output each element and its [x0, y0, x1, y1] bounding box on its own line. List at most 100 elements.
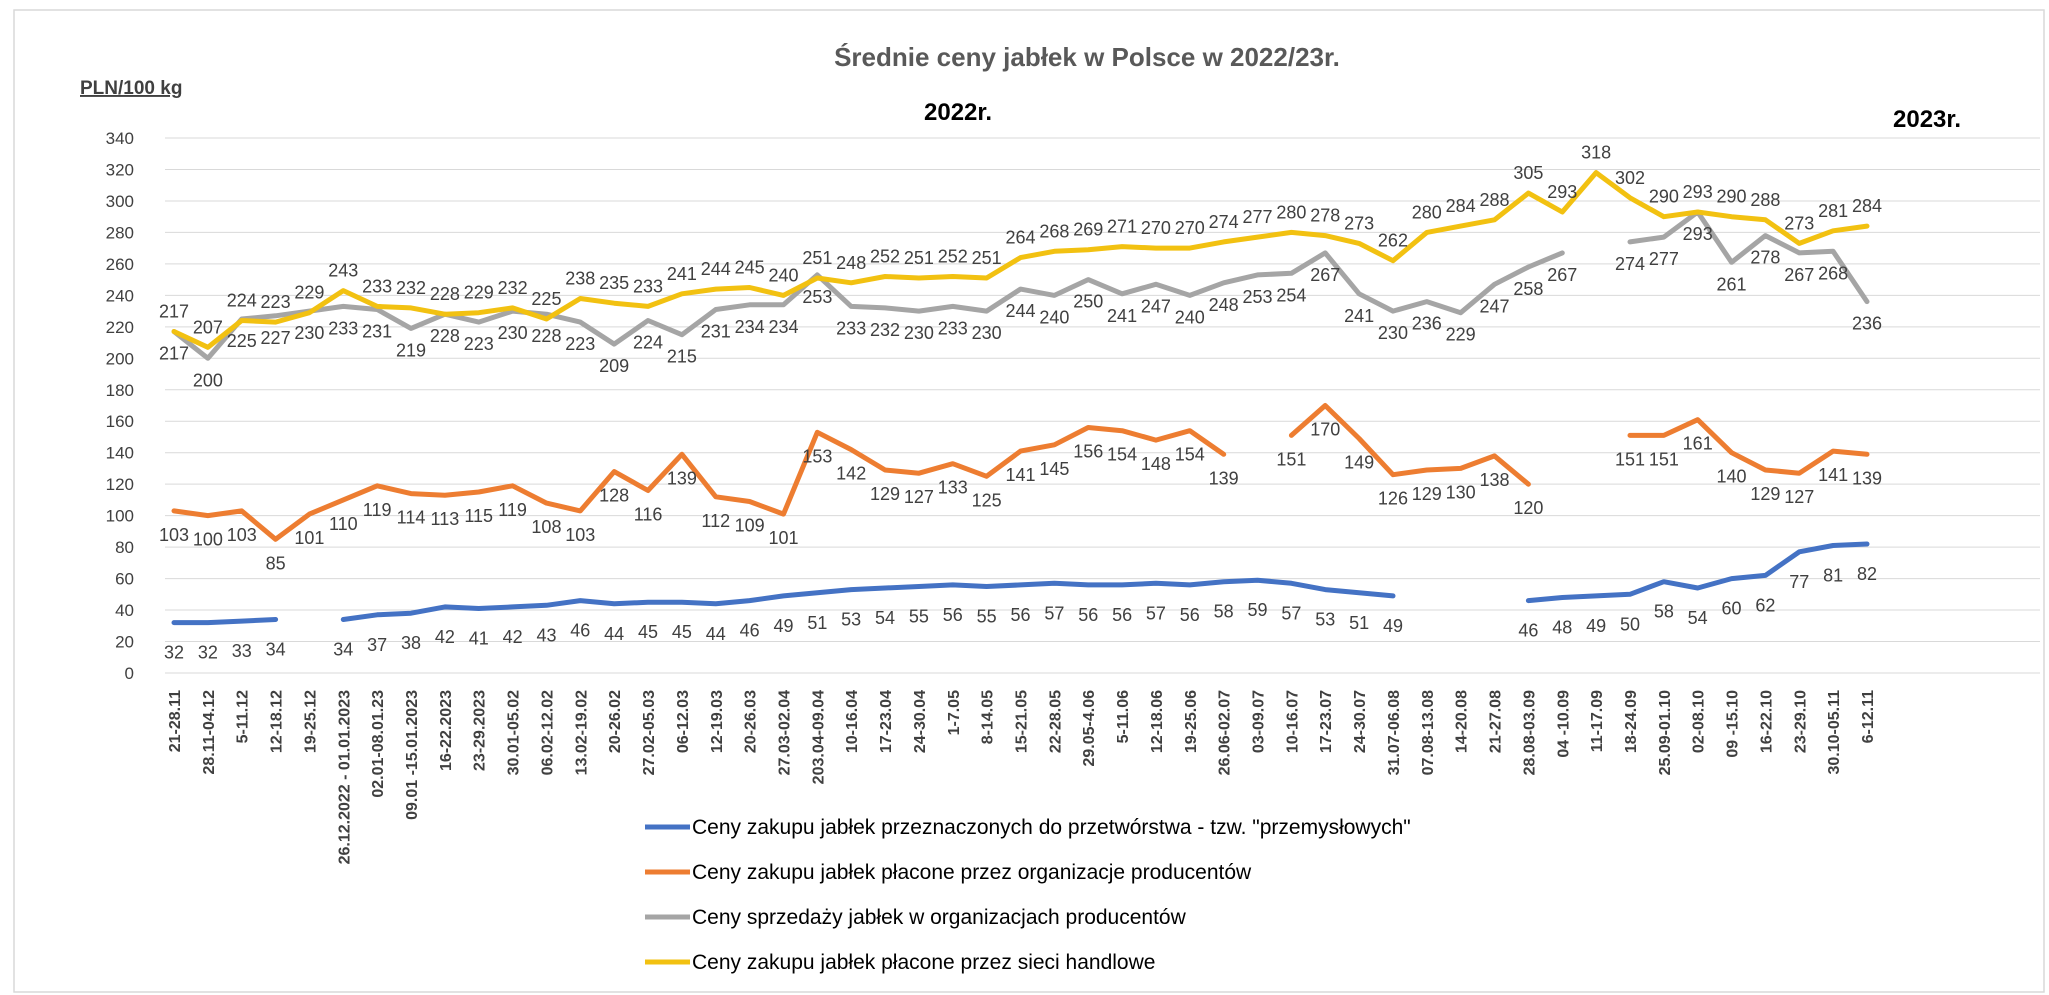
data-label: 284 — [1446, 196, 1476, 216]
data-label: 127 — [1784, 487, 1814, 507]
data-label: 56 — [1180, 605, 1200, 625]
data-label: 261 — [1717, 274, 1747, 294]
x-tick-label: 10-16.04 — [844, 690, 861, 753]
data-label: 223 — [464, 334, 494, 354]
data-label: 230 — [498, 323, 528, 343]
data-label: 114 — [397, 508, 426, 528]
gridlines — [165, 137, 2040, 674]
data-label: 267 — [1547, 265, 1577, 285]
data-label: 130 — [1446, 482, 1476, 502]
data-label: 258 — [1513, 279, 1543, 299]
data-label: 243 — [328, 261, 358, 281]
data-label: 56 — [1010, 605, 1030, 625]
data-label: 217 — [159, 302, 189, 322]
y-tick-label: 60 — [115, 570, 134, 589]
series-line-1 — [171, 403, 1870, 542]
data-label: 38 — [401, 633, 421, 653]
data-label: 109 — [735, 515, 765, 535]
x-tick-label: 17-23.04 — [878, 690, 895, 753]
data-label: 233 — [938, 318, 968, 338]
x-tick-label: 30.01-05.02 — [506, 690, 523, 776]
y-tick-label: 280 — [106, 223, 134, 242]
data-label: 233 — [328, 318, 358, 338]
data-label: 119 — [363, 500, 392, 520]
data-label: 128 — [599, 486, 629, 506]
x-tick-label: 28.08-03.09 — [1521, 690, 1538, 776]
data-label: 235 — [599, 273, 629, 293]
data-label: 252 — [870, 246, 900, 266]
data-label: 231 — [701, 322, 731, 342]
data-label: 55 — [909, 606, 929, 626]
data-label: 230 — [1378, 323, 1408, 343]
data-label: 85 — [266, 553, 286, 573]
x-tick-label: 12-19.03 — [709, 690, 726, 753]
data-label: 101 — [768, 528, 798, 548]
data-label: 248 — [1209, 295, 1239, 315]
data-label: 293 — [1683, 182, 1713, 202]
data-label: 51 — [1349, 613, 1369, 633]
data-label: 305 — [1513, 163, 1543, 183]
x-tick-label: 19-25.12 — [302, 690, 319, 753]
data-label: 302 — [1615, 168, 1645, 188]
data-label: 101 — [294, 528, 324, 548]
data-label: 151 — [1276, 449, 1306, 469]
data-label: 42 — [435, 627, 455, 647]
x-tick-label: 27.02-05.03 — [641, 690, 658, 776]
data-label: 151 — [1615, 449, 1645, 469]
data-label: 46 — [1518, 621, 1538, 641]
data-label: 278 — [1310, 206, 1340, 226]
data-label: 273 — [1784, 213, 1814, 233]
x-tick-label: 21-28.11 — [167, 690, 184, 752]
series-lines — [171, 170, 1870, 626]
year-label-2023: 2023r. — [1893, 106, 1961, 133]
data-label: 238 — [565, 269, 595, 289]
y-tick-label: 180 — [106, 381, 134, 400]
data-label: 58 — [1214, 602, 1234, 622]
data-label: 223 — [261, 292, 291, 312]
data-label: 49 — [773, 616, 793, 636]
data-label: 115 — [464, 506, 493, 526]
x-tick-label: 10-16.07 — [1284, 690, 1301, 753]
x-tick-label: 19-25.06 — [1183, 690, 1200, 753]
data-label: 223 — [565, 334, 595, 354]
data-label: 56 — [943, 605, 963, 625]
legend-label: Ceny zakupu jabłek płacone przez organiz… — [692, 861, 1252, 884]
data-label: 103 — [227, 525, 257, 545]
x-tick-label: 20-26.03 — [743, 690, 760, 753]
x-tick-label: 06.02-12.02 — [539, 690, 556, 776]
data-label: 215 — [667, 347, 697, 367]
data-label: 133 — [938, 478, 968, 498]
data-label: 129 — [870, 484, 900, 504]
data-label: 54 — [875, 608, 895, 628]
data-label: 231 — [362, 322, 392, 342]
data-label: 244 — [1005, 301, 1035, 321]
x-tick-label: 04 -10.09 — [1555, 690, 1572, 758]
legend-label: Ceny zakupu jabłek przeznaczonych do prz… — [692, 816, 1411, 839]
x-tick-label: 5-11.12 — [235, 690, 252, 743]
x-tick-label: 26.12.2022 - 01.01.2023 — [336, 690, 353, 864]
data-label: 51 — [807, 613, 827, 633]
data-label: 247 — [1480, 296, 1510, 316]
y-tick-label: 200 — [106, 349, 134, 368]
data-label: 280 — [1412, 202, 1442, 222]
data-label: 254 — [1276, 285, 1306, 305]
data-label: 108 — [531, 517, 561, 537]
data-label: 32 — [198, 643, 218, 663]
data-label: 53 — [1315, 610, 1335, 630]
y-tick-label: 80 — [115, 538, 134, 557]
data-label: 138 — [1480, 470, 1510, 490]
data-label: 288 — [1750, 190, 1780, 210]
data-label: 241 — [1344, 306, 1374, 326]
y-tick-label: 0 — [125, 664, 134, 683]
data-label: 270 — [1141, 218, 1171, 238]
x-axis-ticks: 21-28.11 28.11-04.12 5-11.12 12-18.12 19-25.… — [167, 690, 1877, 864]
data-label: 125 — [972, 490, 1002, 510]
x-tick-label: 6-12.11 — [1860, 690, 1877, 743]
data-label: 56 — [1112, 605, 1132, 625]
data-label: 236 — [1852, 314, 1882, 334]
data-label: 110 — [329, 514, 358, 534]
data-label: 161 — [1683, 434, 1713, 454]
data-label: 43 — [536, 625, 556, 645]
data-label: 62 — [1755, 595, 1775, 615]
data-label: 54 — [1688, 608, 1708, 628]
